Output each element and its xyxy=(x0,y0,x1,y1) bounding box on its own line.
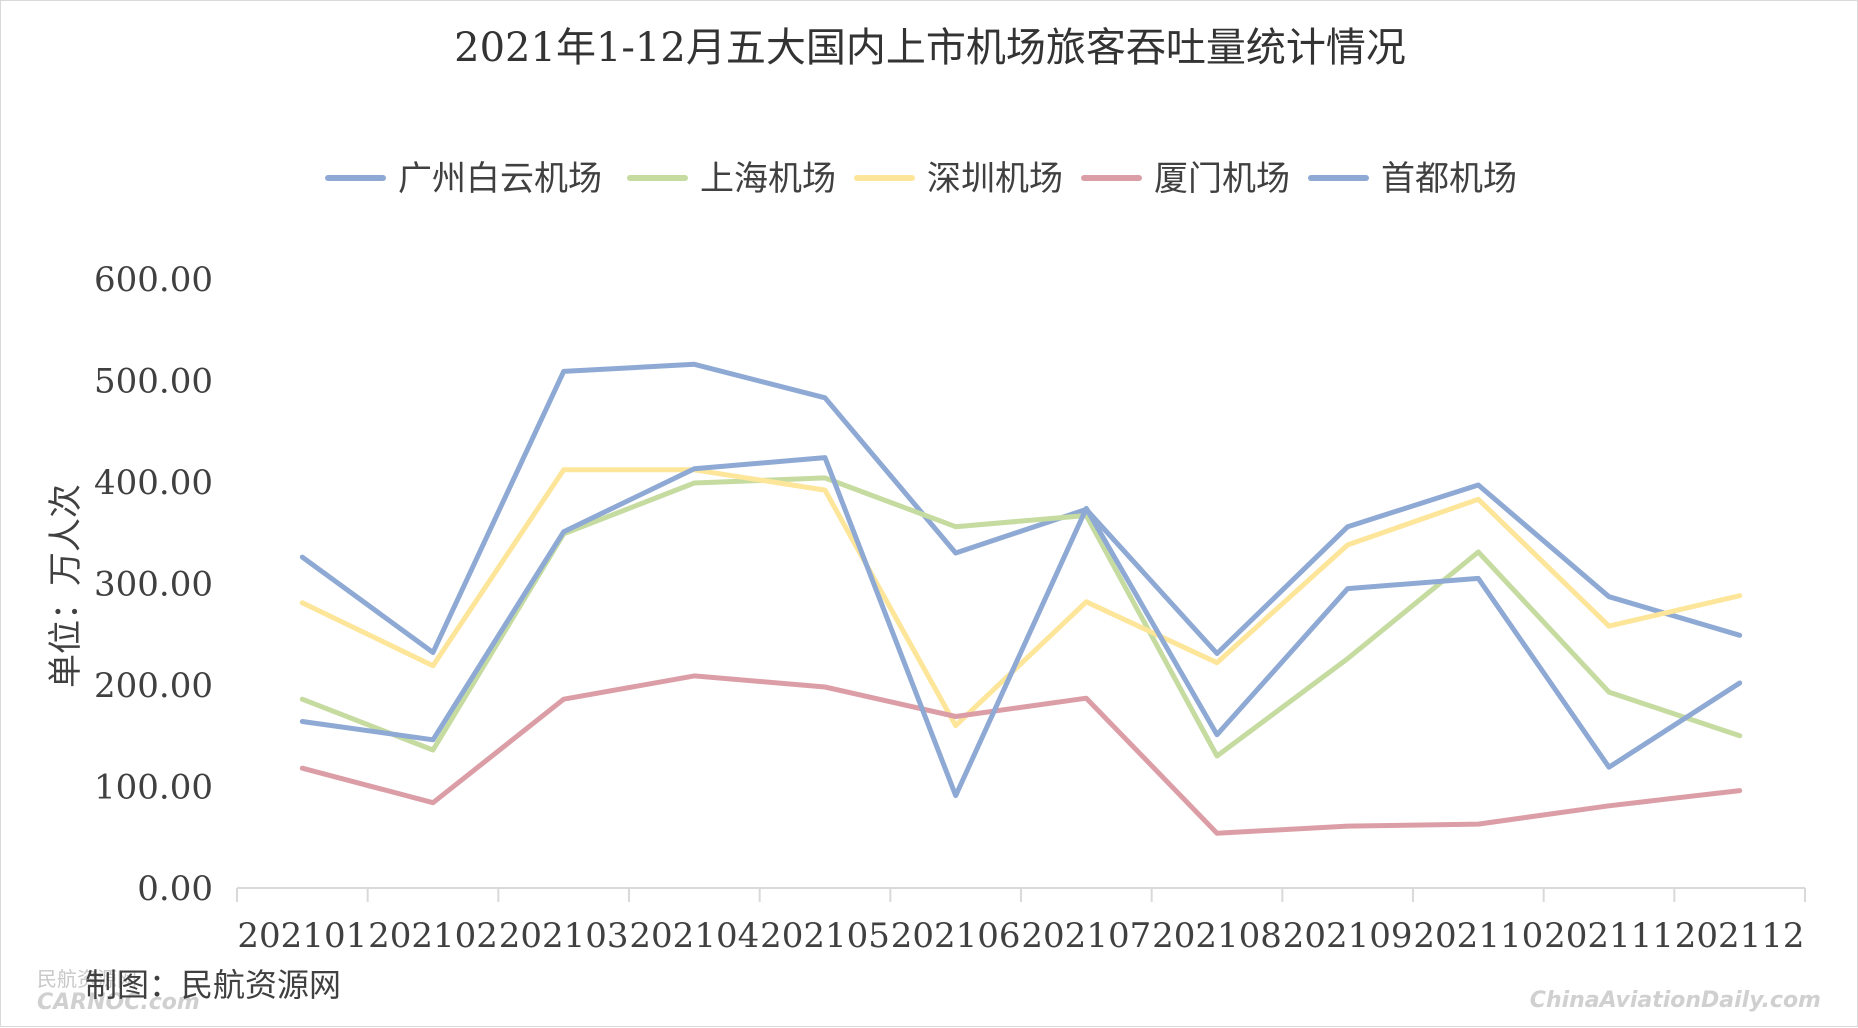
x-tick-label: 202110 xyxy=(1413,916,1543,956)
x-tick-label: 202104 xyxy=(629,916,759,956)
y-tick-label: 100.00 xyxy=(94,768,213,808)
legend: 广州白云机场 上海机场 深圳机场 厦门机场 首都机场 xyxy=(325,159,1517,199)
x-tick-label: 202112 xyxy=(1675,916,1805,956)
y-axis-ticks: 0.00 100.00 200.00 300.00 400.00 500.00 600.00 xyxy=(94,260,213,909)
y-tick-label: 200.00 xyxy=(94,666,213,706)
series-line xyxy=(299,673,1743,836)
watermark-left-bottom: CARNOC.com xyxy=(37,990,200,1015)
y-axis-label: 单位：万人次 xyxy=(46,484,86,688)
x-tick-label: 202102 xyxy=(368,916,498,956)
legend-label: 首都机场 xyxy=(1381,159,1517,199)
x-tick-label: 202111 xyxy=(1544,916,1674,956)
credit-label: 制图：民航资源网 xyxy=(85,966,341,1004)
series-line xyxy=(299,361,1743,656)
y-tick-label: 0.00 xyxy=(137,869,213,909)
x-tick-label: 202106 xyxy=(891,916,1021,956)
chart-title: 2021年1-12月五大国内上市机场旅客吞吐量统计情况 xyxy=(454,25,1406,71)
y-tick-label: 600.00 xyxy=(94,260,213,300)
legend-label: 厦门机场 xyxy=(1154,159,1290,199)
x-tick-label: 202108 xyxy=(1152,916,1282,956)
x-tick-label: 202105 xyxy=(760,916,890,956)
legend-label: 广州白云机场 xyxy=(398,159,602,199)
y-tick-label: 400.00 xyxy=(94,463,213,503)
legend-label: 深圳机场 xyxy=(927,159,1063,199)
legend-label: 上海机场 xyxy=(700,159,836,199)
x-tick-label: 202107 xyxy=(1021,916,1151,956)
y-tick-label: 500.00 xyxy=(94,362,213,402)
x-axis: 202101 202102 202103 202104 202105 202106 2021… xyxy=(236,887,1806,956)
watermark-right: ChinaAviationDaily.com xyxy=(1530,988,1821,1013)
series-line xyxy=(299,475,1743,759)
watermark-left-top: 民航资源网 xyxy=(37,967,137,991)
y-tick-label: 300.00 xyxy=(94,565,213,605)
series-line xyxy=(299,455,1743,799)
x-tick-label: 202101 xyxy=(237,916,367,956)
x-tick-label: 202109 xyxy=(1283,916,1413,956)
series-lines xyxy=(299,361,1743,836)
series-line xyxy=(299,467,1743,729)
x-tick-label: 202103 xyxy=(499,916,629,956)
